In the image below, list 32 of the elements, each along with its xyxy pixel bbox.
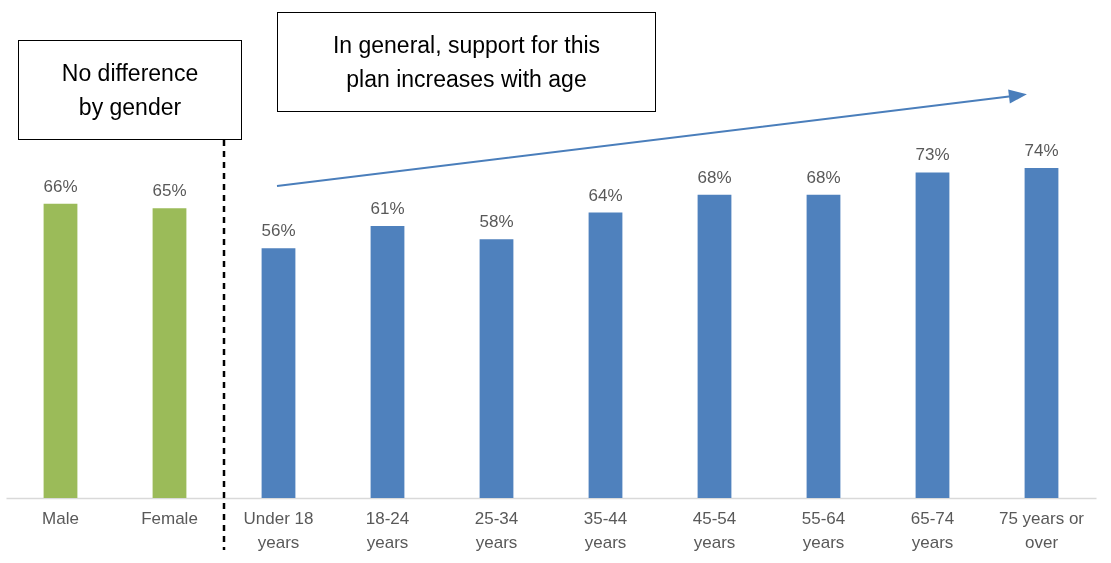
data-label: 56%: [261, 221, 296, 241]
bar: [261, 248, 296, 498]
data-label: 65%: [152, 181, 187, 201]
data-label: 73%: [915, 145, 950, 165]
x-tick-label: 45-54 years: [692, 508, 737, 552]
x-tick-label: 18-24 years: [365, 508, 410, 552]
bar: [588, 212, 623, 498]
x-tick-label: 35-44 years: [583, 508, 628, 552]
text: No difference by gender: [18, 40, 242, 140]
bar: [697, 194, 732, 498]
text: In general, support for this plan increases with age: [277, 12, 656, 112]
x-tick-label: 65-74 years: [910, 508, 955, 552]
x-tick-label: Female: [141, 508, 198, 528]
bar: [1024, 168, 1059, 498]
x-tick-label: Male: [42, 508, 79, 528]
bar: [806, 194, 841, 498]
bar: [370, 225, 405, 498]
data-label: 61%: [370, 198, 405, 218]
data-label: 66%: [43, 176, 78, 196]
data-label: 68%: [697, 167, 732, 187]
data-label: 74%: [1024, 141, 1059, 160]
x-tick-label: Under 18 years: [243, 508, 314, 552]
bar: [152, 208, 187, 498]
data-label: 64%: [588, 185, 623, 205]
bar: [43, 203, 78, 498]
data-label: 58%: [479, 212, 514, 232]
data-label: 68%: [806, 167, 841, 187]
x-tick-label: 25-34 years: [474, 508, 519, 552]
bar: [479, 239, 514, 498]
bar: [915, 172, 950, 498]
x-tick-label: 55-64 years: [801, 508, 846, 552]
x-tick-label: 75 years or over: [998, 508, 1085, 552]
